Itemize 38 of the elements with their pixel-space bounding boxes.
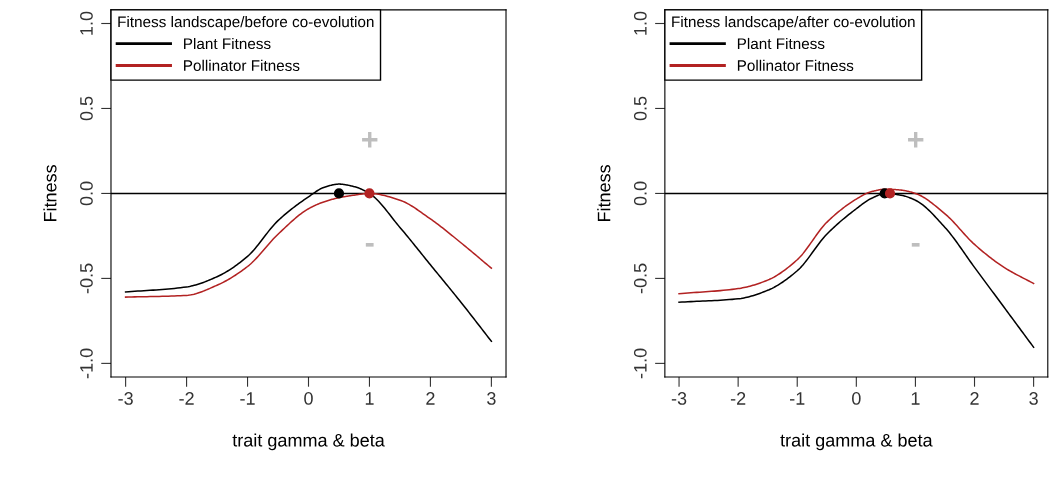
y-axis-title: Fitness [43,164,57,222]
y-tick-label: 0.0 [633,181,647,206]
x-tick-label: -2 [730,392,746,405]
y-tick-label: -0.5 [633,263,647,294]
y-tick-label: 1.0 [80,11,93,35]
legend-label: Plant Fitness [184,37,271,50]
annotation: + [362,132,378,148]
y-tick-label: 0.0 [80,181,93,206]
x-tick-label: -1 [240,392,255,405]
x-tick-label: -2 [179,392,194,405]
legend-label: Plant Fitness [737,37,825,50]
x-tick-label: 2 [426,392,435,405]
y-tick-label: -0.5 [80,263,93,294]
x-tick-label: -3 [671,392,687,405]
x-tick-label: 3 [487,392,496,405]
x-tick-label: 1 [365,392,374,405]
legend-label: Pollinator Fitness [737,59,854,71]
x-tick-label: 0 [852,392,861,405]
x-tick-label: 2 [970,392,979,405]
x-tick-label: -3 [118,392,133,405]
x-axis-title: trait gamma & beta [780,433,933,451]
x-tick-label: 3 [1029,392,1038,405]
y-tick-label: 0.5 [633,96,647,121]
y-axis-title: Fitness [597,164,611,222]
legend-label: Pollinator Fitness [184,59,300,71]
y-tick-label: -1.0 [80,348,93,379]
legend-title: Fitness landscape/after co-evolution [672,16,915,31]
y-tick-label: 1.0 [633,11,647,35]
x-axis-title: trait gamma & beta [232,433,385,451]
x-tick-label: 1 [911,392,920,405]
legend-title: Fitness landscape/before co-evolution [118,16,374,31]
y-tick-label: 0.5 [80,96,93,121]
x-tick-label: -1 [790,392,805,405]
x-tick-label: 0 [304,392,313,405]
annotation: + [908,132,924,148]
annotation: - [911,242,920,247]
y-tick-label: -1.0 [633,348,647,379]
annotation: - [365,242,374,247]
